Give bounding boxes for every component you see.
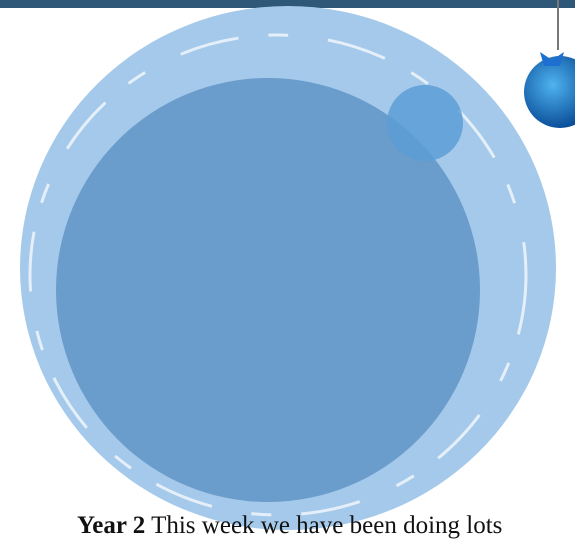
small-circle (387, 85, 463, 161)
paragraph: Year 2 This week we have been doing lots (77, 512, 502, 540)
ornament (524, 56, 575, 128)
heading: Year 2 (77, 512, 145, 539)
page: {"heading": "Year 2", "body": "This week… (0, 0, 575, 533)
body-text: This week we have been doing lots (151, 512, 502, 539)
decoration (0, 0, 575, 533)
